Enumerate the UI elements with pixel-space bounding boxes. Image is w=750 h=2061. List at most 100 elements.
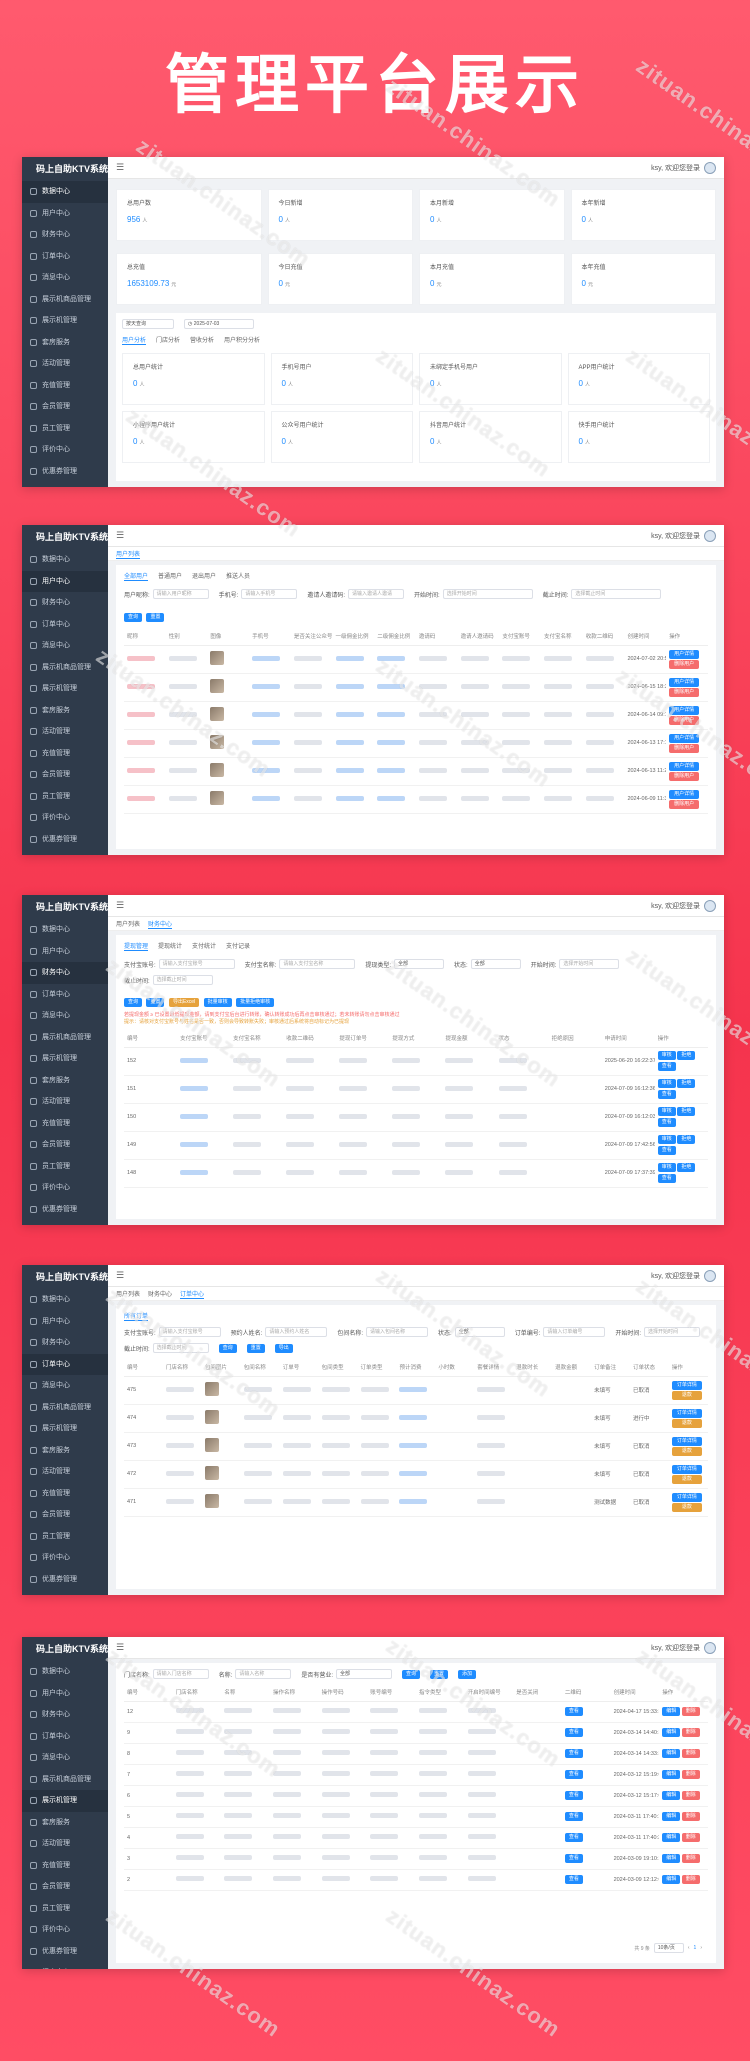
sidebar-item[interactable]: 数据中心 <box>22 181 108 203</box>
delete-user-button[interactable]: 删除用户 <box>669 743 700 753</box>
avatar[interactable] <box>704 1269 716 1282</box>
sidebar-item[interactable]: 用户中心 <box>22 1311 108 1333</box>
user-detail-button[interactable]: 用户详情 <box>669 677 700 687</box>
sidebar-item[interactable]: 员工管理 <box>22 418 108 440</box>
search-button[interactable]: 查询 <box>402 1669 421 1679</box>
reject-button[interactable]: 拒绝 <box>677 1107 696 1116</box>
sidebar-item[interactable]: 套房服务 <box>22 700 108 722</box>
user-detail-button[interactable]: 用户详情 <box>669 649 700 659</box>
approve-button[interactable]: 审核 <box>657 1163 676 1172</box>
order-detail-button[interactable]: 订单详情 <box>671 1464 702 1474</box>
sidebar-item[interactable]: 展示机管理 <box>22 310 108 332</box>
reject-button[interactable]: 拒绝 <box>677 1135 696 1144</box>
edit-button[interactable]: 编辑 <box>662 1875 681 1884</box>
sidebar-item[interactable]: 展示机商品管理 <box>22 1397 108 1419</box>
pager-next-icon[interactable]: › <box>700 1945 702 1951</box>
tab-user-analysis[interactable]: 用户分析 <box>122 335 147 345</box>
pager-prev-icon[interactable]: ‹ <box>687 1945 690 1951</box>
end-time-input[interactable]: 选择截止时间 <box>152 975 213 985</box>
sidebar-item[interactable]: 优惠券管理 <box>22 1199 108 1221</box>
sidebar-item[interactable]: 财务中心 <box>22 592 108 614</box>
refund-button[interactable]: 退款 <box>671 1474 702 1484</box>
menu-toggle-icon[interactable]: ☰ <box>116 1270 125 1280</box>
sidebar-item[interactable]: 订单中心 <box>22 246 108 268</box>
start-time-input[interactable]: 选择开始时间 <box>442 589 533 599</box>
sidebar-item[interactable]: 套房服务 <box>22 1812 108 1834</box>
sidebar-item[interactable]: 订单中心 <box>22 984 108 1006</box>
delete-button[interactable]: 删除 <box>681 1833 700 1842</box>
tab-finance[interactable]: 财务中心 <box>148 1292 173 1298</box>
reject-button[interactable]: 拒绝 <box>677 1079 696 1088</box>
sidebar-item[interactable]: 套房服务 <box>22 1440 108 1462</box>
sidebar-item[interactable]: 优惠券管理 <box>22 461 108 483</box>
nickname-input[interactable]: 请输入用户昵称 <box>152 589 209 599</box>
edit-button[interactable]: 编辑 <box>662 1791 681 1800</box>
edit-button[interactable]: 编辑 <box>662 1833 681 1842</box>
sidebar-item[interactable]: 展示机管理 <box>22 1048 108 1070</box>
alipay-account-input[interactable]: 请输入支付宝账号 <box>158 959 235 969</box>
phone-input[interactable]: 请输入手机号 <box>241 589 298 599</box>
search-button[interactable]: 查询 <box>218 1343 237 1353</box>
order-detail-button[interactable]: 订单详情 <box>671 1380 702 1390</box>
sidebar-item[interactable]: 展示机管理 <box>22 1418 108 1440</box>
sidebar-item[interactable]: 会员管理 <box>22 1504 108 1526</box>
search-button[interactable]: 查询 <box>124 613 143 622</box>
tab-orders[interactable]: 订单中心 <box>180 1289 205 1299</box>
sidebar-item[interactable]: 会员管理 <box>22 396 108 418</box>
avatar[interactable] <box>704 1641 716 1654</box>
sidebar-item[interactable]: 财务中心 <box>22 1332 108 1354</box>
sidebar-item[interactable]: 消息中心 <box>22 635 108 657</box>
tab-all-users[interactable]: 全部用户 <box>124 571 149 581</box>
refund-button[interactable]: 退款 <box>671 1502 702 1512</box>
delete-button[interactable]: 删除 <box>681 1812 700 1821</box>
tab-user-list[interactable]: 用户列表 <box>116 1292 141 1298</box>
store-name-input[interactable]: 请输入门店名称 <box>152 1669 209 1679</box>
sidebar-item[interactable]: 订单中心 <box>22 614 108 636</box>
alipay-account-input[interactable]: 请输入支付宝账号 <box>158 1327 221 1337</box>
sidebar-item[interactable]: 用户中心 <box>22 1683 108 1705</box>
sidebar-item[interactable]: 展示机商品管理 <box>22 289 108 311</box>
sidebar-item[interactable]: 活动管理 <box>22 721 108 743</box>
delete-button[interactable]: 删除 <box>681 1770 700 1779</box>
edit-button[interactable]: 编辑 <box>662 1854 681 1863</box>
sidebar-item[interactable]: 财务中心 <box>22 224 108 246</box>
sidebar-item[interactable]: 展示机管理 <box>22 1790 108 1812</box>
sidebar-item[interactable]: 会员管理 <box>22 1876 108 1898</box>
view-qr-button[interactable]: 查看 <box>564 1707 583 1716</box>
sidebar-item[interactable]: 充值管理 <box>22 375 108 397</box>
view-qr-button[interactable]: 查看 <box>564 1833 583 1842</box>
sidebar-item[interactable]: 门店中心 <box>22 482 108 487</box>
sidebar-item[interactable]: 评价中心 <box>22 1547 108 1569</box>
view-qr-button[interactable]: 查看 <box>564 1812 583 1821</box>
inviter-code-input[interactable]: 请输入邀请人邀请 <box>348 589 405 599</box>
avatar[interactable] <box>704 899 716 912</box>
sidebar-item[interactable]: 套房服务 <box>22 1070 108 1092</box>
approve-button[interactable]: 审核 <box>657 1079 676 1088</box>
edit-button[interactable]: 编辑 <box>662 1749 681 1758</box>
order-no-input[interactable]: 请输入订单编号 <box>543 1327 606 1337</box>
view-qr-button[interactable]: 查看 <box>564 1791 583 1800</box>
reset-button[interactable]: 重置 <box>146 613 165 622</box>
user-detail-button[interactable]: 用户详情 <box>669 705 700 715</box>
delete-button[interactable]: 删除 <box>681 1875 700 1884</box>
menu-toggle-icon[interactable]: ☰ <box>116 162 125 172</box>
sidebar-item[interactable]: 门店中心 <box>22 1962 108 1969</box>
tab-normal-users[interactable]: 普通用户 <box>158 574 183 580</box>
page-size-select[interactable]: 10条/页 <box>653 1943 684 1953</box>
room-name-input[interactable]: 请输入包间名称 <box>366 1327 429 1337</box>
batch-reject-button[interactable]: 批量拒绝审核 <box>236 998 275 1007</box>
sidebar-item[interactable]: 消息中心 <box>22 1375 108 1397</box>
approve-button[interactable]: 审核 <box>657 1107 676 1116</box>
approve-button[interactable]: 审核 <box>657 1135 676 1144</box>
end-time-input[interactable]: 选择截止时间 <box>152 1343 209 1353</box>
view-button[interactable]: 查看 <box>657 1090 676 1099</box>
end-time-input[interactable]: 选择截止时间 <box>571 589 662 599</box>
edit-button[interactable]: 编辑 <box>662 1728 681 1737</box>
export-button[interactable]: 导出 <box>274 1343 293 1353</box>
sidebar-item[interactable]: 展示机商品管理 <box>22 657 108 679</box>
sidebar-item[interactable]: 优惠券管理 <box>22 829 108 851</box>
tab-user-list[interactable]: 用户列表 <box>116 922 141 928</box>
delete-user-button[interactable]: 删除用户 <box>669 715 700 725</box>
order-detail-button[interactable]: 订单详情 <box>671 1492 702 1502</box>
name-input[interactable]: 请输入名称 <box>235 1669 292 1679</box>
